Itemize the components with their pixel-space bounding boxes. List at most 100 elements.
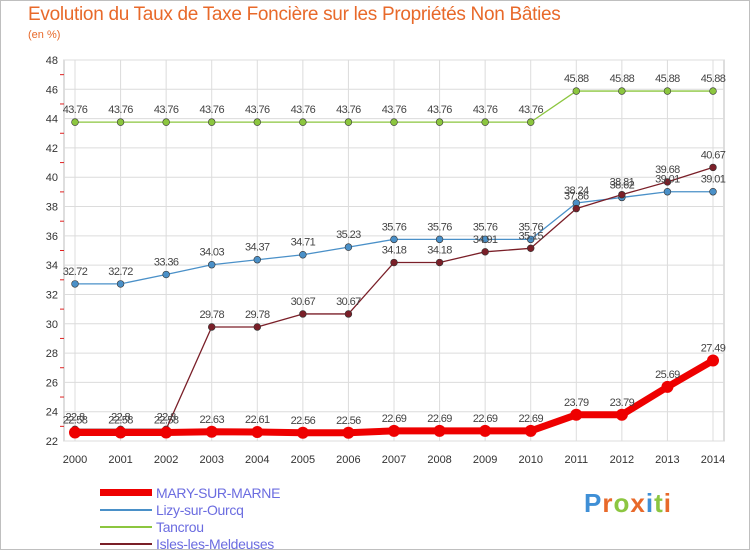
data-label: 43.76 (427, 104, 452, 116)
data-point (299, 118, 307, 126)
data-label: 34.91 (473, 234, 498, 246)
data-label: 43.76 (63, 104, 88, 116)
data-label: 43.76 (108, 104, 133, 116)
data-label: 35.76 (518, 221, 543, 233)
logo-letter: r (602, 488, 614, 518)
data-label: 43.76 (473, 104, 498, 116)
data-label: 45.88 (701, 73, 726, 85)
legend-swatch (100, 508, 152, 511)
data-label: 23.79 (564, 397, 589, 409)
data-label: 34.03 (199, 247, 224, 259)
data-label: 43.76 (336, 104, 361, 116)
data-label: 43.76 (154, 104, 179, 116)
y-tick-label: 36 (46, 231, 58, 243)
data-point (342, 426, 355, 439)
data-label: 39.68 (655, 164, 680, 176)
data-point (162, 118, 170, 126)
logo-letter: x (630, 488, 646, 518)
data-point (481, 248, 489, 256)
data-label: 22.63 (199, 414, 224, 426)
data-point (296, 426, 309, 439)
data-label: 43.76 (382, 104, 407, 116)
data-label: 22.69 (427, 413, 452, 425)
data-label: 45.88 (610, 73, 635, 85)
data-label: 34.18 (427, 245, 452, 257)
data-point (572, 87, 580, 95)
data-point (344, 310, 353, 318)
legend-item: Lizy-sur-Ourcq (100, 501, 280, 518)
data-point (344, 243, 353, 251)
data-point (116, 280, 125, 288)
data-point (618, 190, 626, 199)
data-label: 22.8 (157, 411, 176, 423)
data-label: 38.24 (564, 185, 589, 197)
x-tick-label: 2010 (518, 454, 542, 466)
legend-label: Tancrou (156, 518, 204, 535)
data-point (663, 87, 672, 95)
y-tick-label: 30 (46, 319, 58, 331)
data-point (433, 424, 446, 437)
data-label: 33.36 (154, 257, 179, 269)
x-tick-label: 2006 (336, 454, 360, 466)
data-label: 38.81 (610, 177, 635, 189)
data-label: 34.71 (291, 237, 316, 249)
data-label: 43.76 (245, 104, 270, 116)
data-label: 25.69 (655, 369, 680, 381)
x-tick-label: 2012 (610, 454, 634, 466)
y-tick-label: 22 (46, 436, 58, 448)
legend-swatch (100, 542, 152, 545)
y-tick-label: 34 (46, 260, 58, 272)
x-tick-label: 2002 (154, 454, 178, 466)
y-tick-label: 32 (46, 289, 58, 301)
data-point (707, 354, 719, 367)
data-label: 22.69 (382, 413, 407, 425)
data-point (390, 258, 398, 267)
x-tick-label: 2009 (473, 454, 497, 466)
legend-label: Lizy-sur-Ourcq (156, 501, 244, 518)
data-label: 37.86 (564, 191, 589, 203)
data-point (524, 424, 537, 437)
data-label: 23.79 (610, 397, 635, 409)
data-label: 35.76 (473, 221, 498, 233)
data-point (208, 323, 216, 331)
data-point (709, 87, 717, 95)
data-point (570, 408, 583, 421)
data-point (299, 310, 307, 318)
data-label: 35.15 (518, 230, 543, 242)
data-point (435, 118, 444, 126)
logo-letter: P (584, 488, 603, 518)
x-tick-label: 2001 (108, 454, 132, 466)
data-label: 35.76 (427, 221, 452, 233)
data-label: 22.56 (336, 415, 361, 427)
x-tick-label: 2013 (655, 454, 679, 466)
legend-label: Isles-les-Meldeuses (156, 535, 275, 552)
x-tick-label: 2003 (199, 454, 223, 466)
legend-item: Tancrou (100, 518, 280, 535)
data-point (388, 424, 400, 437)
x-tick-label: 2011 (564, 454, 588, 466)
data-label: 34.37 (245, 242, 270, 254)
legend-item: Isles-les-Meldeuses (100, 535, 280, 552)
data-point (160, 426, 173, 439)
y-tick-label: 46 (46, 84, 58, 96)
proxiti-logo: Proxiti (584, 488, 672, 519)
legend: MARY-SUR-MARNE Lizy-sur-Ourcq Tancrou Isles… (100, 484, 280, 552)
y-tick-label: 28 (46, 348, 58, 360)
legend-item: MARY-SUR-MARNE (100, 484, 280, 501)
y-tick-label: 42 (46, 143, 58, 155)
data-label: 22.8 (65, 411, 84, 423)
data-label: 34.18 (382, 245, 407, 257)
data-point (661, 380, 674, 393)
data-label: 27.49 (701, 343, 726, 355)
y-tick-label: 48 (46, 55, 58, 67)
data-point (71, 280, 79, 288)
data-point (208, 261, 216, 269)
data-point (253, 256, 261, 264)
data-point (208, 118, 216, 126)
x-tick-label: 2008 (427, 454, 451, 466)
data-point (481, 235, 489, 244)
data-point (71, 118, 79, 126)
data-point (253, 118, 261, 126)
data-point (299, 251, 307, 259)
data-point (116, 118, 125, 126)
